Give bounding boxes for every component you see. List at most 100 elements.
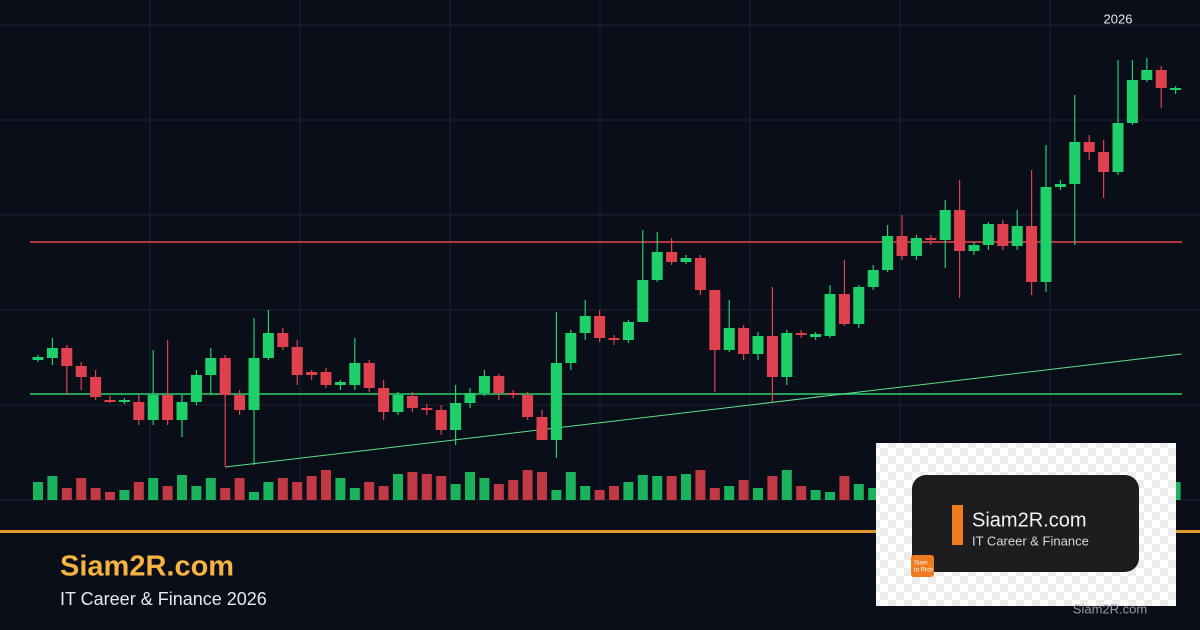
candle-body <box>910 238 922 256</box>
candle-body <box>622 322 634 340</box>
candle-body <box>838 294 850 324</box>
candle-body <box>133 402 145 420</box>
candle-body <box>709 290 721 350</box>
candle-body <box>450 403 462 430</box>
candle-body <box>234 395 246 410</box>
candle-body <box>147 395 159 420</box>
volume-bar <box>177 475 187 500</box>
volume-bar <box>465 472 475 500</box>
candle-body <box>334 382 346 385</box>
volume-bar <box>753 488 763 500</box>
icon-text: Siam <box>914 561 928 567</box>
candle-body <box>795 333 807 335</box>
volume-bar <box>580 486 591 500</box>
candle-body <box>464 393 476 403</box>
candle-body <box>219 358 231 395</box>
candle-body <box>810 334 822 337</box>
volume-bar <box>724 486 735 500</box>
candle-body <box>1126 80 1138 123</box>
volume-bar <box>191 486 202 500</box>
volume-bar <box>436 476 447 500</box>
candle-body <box>738 328 750 354</box>
candle-body <box>46 348 58 358</box>
volume-bar <box>738 480 749 500</box>
candle-body <box>507 393 519 395</box>
candle-body <box>723 328 735 350</box>
volume-bar <box>565 472 576 500</box>
candle-body <box>421 408 433 410</box>
candle-body <box>349 363 361 385</box>
candle-body <box>824 294 836 336</box>
candle-body <box>378 388 390 412</box>
volume-bar <box>364 482 375 500</box>
x-tick-label: 2026 <box>1104 11 1133 26</box>
volume-bar <box>133 482 144 500</box>
candle-body <box>190 375 202 402</box>
candle-body <box>291 347 303 375</box>
candle-body <box>1155 70 1167 88</box>
volume-bar <box>306 476 317 500</box>
divider <box>0 530 1200 533</box>
candle-body <box>32 357 44 360</box>
volume-bar <box>666 476 677 500</box>
volume-bar <box>637 475 648 500</box>
candle-body <box>435 410 447 430</box>
volume-bar <box>148 478 159 500</box>
volume-bar <box>263 482 274 500</box>
candle-body <box>118 400 130 402</box>
candle-body <box>594 316 606 338</box>
volume-bar <box>781 470 792 500</box>
candle-body <box>781 333 793 377</box>
volume-bar <box>33 482 43 500</box>
candle-body <box>306 372 318 375</box>
logo-title: Siam2R.com <box>972 509 1086 531</box>
candle-body <box>392 395 404 412</box>
volume-bar <box>681 474 691 500</box>
candle-body <box>565 333 577 363</box>
candle-body <box>550 363 562 440</box>
candle-body <box>104 400 116 402</box>
candle-body <box>680 258 692 262</box>
candle-body <box>766 336 778 377</box>
volume-bar <box>393 474 403 500</box>
candle-body <box>478 376 490 393</box>
candle-body <box>406 396 418 408</box>
volume-bar <box>321 470 331 500</box>
candle-body <box>176 402 188 420</box>
candle-body <box>162 395 174 420</box>
candle-body <box>1040 187 1052 282</box>
candle-body <box>205 358 217 375</box>
volume-bar <box>551 490 562 500</box>
volume-bar <box>825 492 835 500</box>
candle-body <box>248 358 260 410</box>
volume-bar <box>76 478 87 500</box>
volume-bar <box>623 482 634 500</box>
candle-body <box>637 280 649 322</box>
candle-body <box>1069 142 1081 184</box>
candle-body <box>651 252 663 280</box>
candle-body <box>75 366 87 377</box>
candle-body <box>752 336 764 354</box>
candle-body <box>982 224 994 245</box>
candle-body <box>536 417 548 440</box>
brand-title: Siam2R.com <box>60 551 234 583</box>
volume-bar <box>205 478 216 500</box>
candle-body <box>882 236 894 270</box>
logo-bar <box>952 505 963 545</box>
volume-bar <box>378 486 389 500</box>
volume-bar <box>292 482 303 500</box>
logo: Siam2R.com IT Career & Finance Siam to R… <box>876 443 1176 616</box>
volume-bar <box>105 492 115 500</box>
candle-body <box>997 224 1009 246</box>
volume-bar <box>421 474 432 500</box>
logo-subtitle: IT Career & Finance <box>972 533 1089 548</box>
volume-bar <box>796 486 807 500</box>
candle-body <box>853 287 865 324</box>
candle-body <box>320 372 332 385</box>
candle-body <box>954 210 966 251</box>
volume-bar <box>594 490 605 500</box>
icon-text: to Rich <box>914 568 933 574</box>
volume-bar <box>162 486 173 500</box>
candle-body <box>579 316 591 333</box>
